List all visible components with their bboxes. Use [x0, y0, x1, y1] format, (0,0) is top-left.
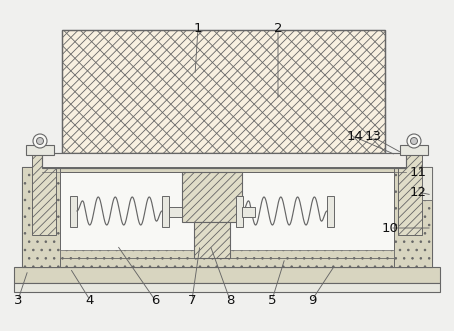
Bar [62, 30, 385, 153]
Bar [22, 167, 60, 267]
Circle shape [407, 134, 421, 148]
Bar [26, 145, 54, 155]
Text: 4: 4 [86, 294, 94, 307]
Circle shape [410, 137, 418, 145]
Bar [242, 207, 255, 217]
Bar [62, 30, 385, 153]
Text: 13: 13 [365, 130, 381, 144]
Text: 8: 8 [226, 294, 234, 307]
Text: 1: 1 [194, 22, 202, 34]
Circle shape [33, 134, 47, 148]
Bar [194, 222, 230, 258]
Bar [182, 172, 242, 222]
Bar [394, 167, 432, 267]
Text: 7: 7 [188, 294, 196, 307]
Text: 5: 5 [268, 294, 276, 307]
Text: 12: 12 [410, 185, 426, 199]
Bar [169, 207, 182, 217]
Text: 9: 9 [308, 294, 316, 307]
Bar [422, 167, 432, 200]
Text: 6: 6 [151, 294, 159, 307]
Bar [14, 267, 440, 283]
Bar [60, 172, 394, 258]
Circle shape [36, 137, 44, 145]
Bar [70, 196, 77, 227]
Bar [327, 196, 334, 227]
Text: 10: 10 [381, 221, 399, 234]
Bar [162, 196, 169, 227]
Bar [236, 196, 243, 227]
Text: 11: 11 [410, 166, 426, 178]
Bar [400, 145, 428, 155]
Bar [14, 283, 440, 292]
Bar [22, 167, 432, 267]
Bar [42, 153, 406, 168]
Bar [32, 153, 56, 235]
Text: 14: 14 [346, 130, 364, 144]
Bar [398, 153, 422, 235]
Bar [60, 250, 394, 258]
Text: 2: 2 [274, 22, 282, 34]
Text: 3: 3 [14, 294, 22, 307]
